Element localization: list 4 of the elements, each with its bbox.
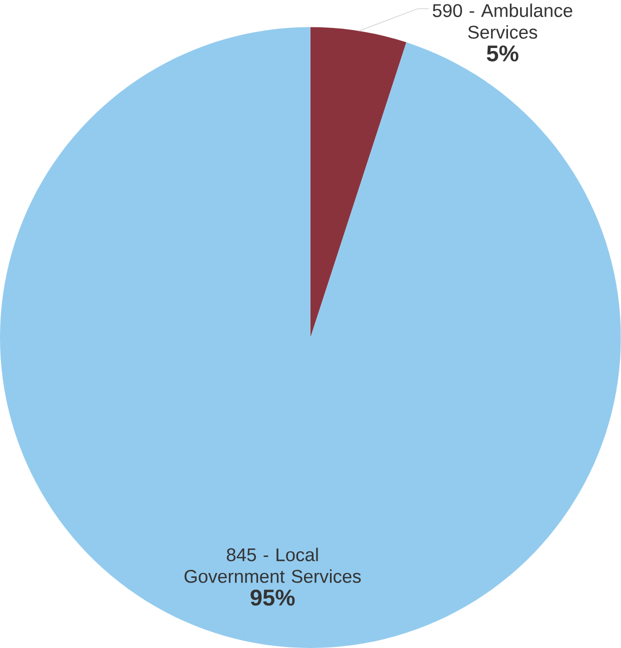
slice-label: 590 - Ambulance Services — [432, 4, 572, 39]
data-label: 5% — [486, 45, 518, 62]
slice-label: 845 - Local Government Services — [184, 548, 361, 583]
data-label: 95% — [250, 590, 295, 606]
